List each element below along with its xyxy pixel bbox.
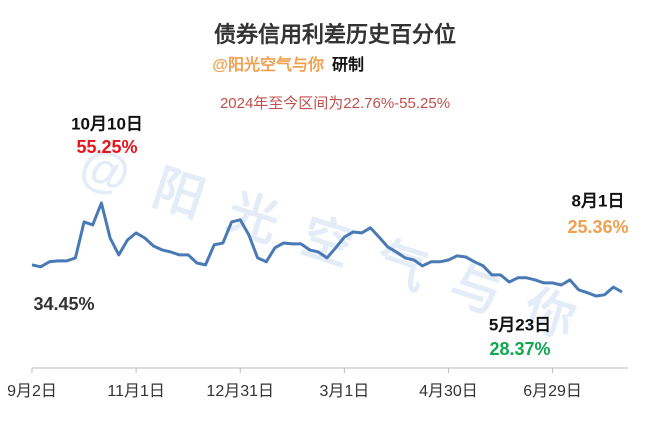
x-tick-label: 12月31日 [206,383,274,400]
annotation-date: 8月1日 [572,191,625,210]
chart-subtitle-suffix: 研制 [332,56,364,74]
x-tick-label: 3月1日 [319,383,369,400]
line [31,201,623,298]
annotation-value: 34.45% [33,294,94,314]
x-tick-label: 4月30日 [419,383,478,400]
x-tick-label: 9月2日 [7,383,57,400]
annotation-date: 5月23日 [489,315,551,334]
chart-subtitle: @阳光空气与你 [212,55,324,74]
annotation-value: 28.37% [489,339,550,359]
annotation-value: 25.36% [567,217,628,237]
chart-title: 债券信用利差历史百分位 [214,22,456,47]
x-tick-label: 6月29日 [523,383,582,400]
chart-note: 2024年至今区间为22.76%-55.25% [220,95,450,112]
annotation-value: 55.25% [76,137,137,157]
x-tick-label: 11月1日 [107,383,165,400]
annotation-date: 10月10日 [71,114,143,133]
